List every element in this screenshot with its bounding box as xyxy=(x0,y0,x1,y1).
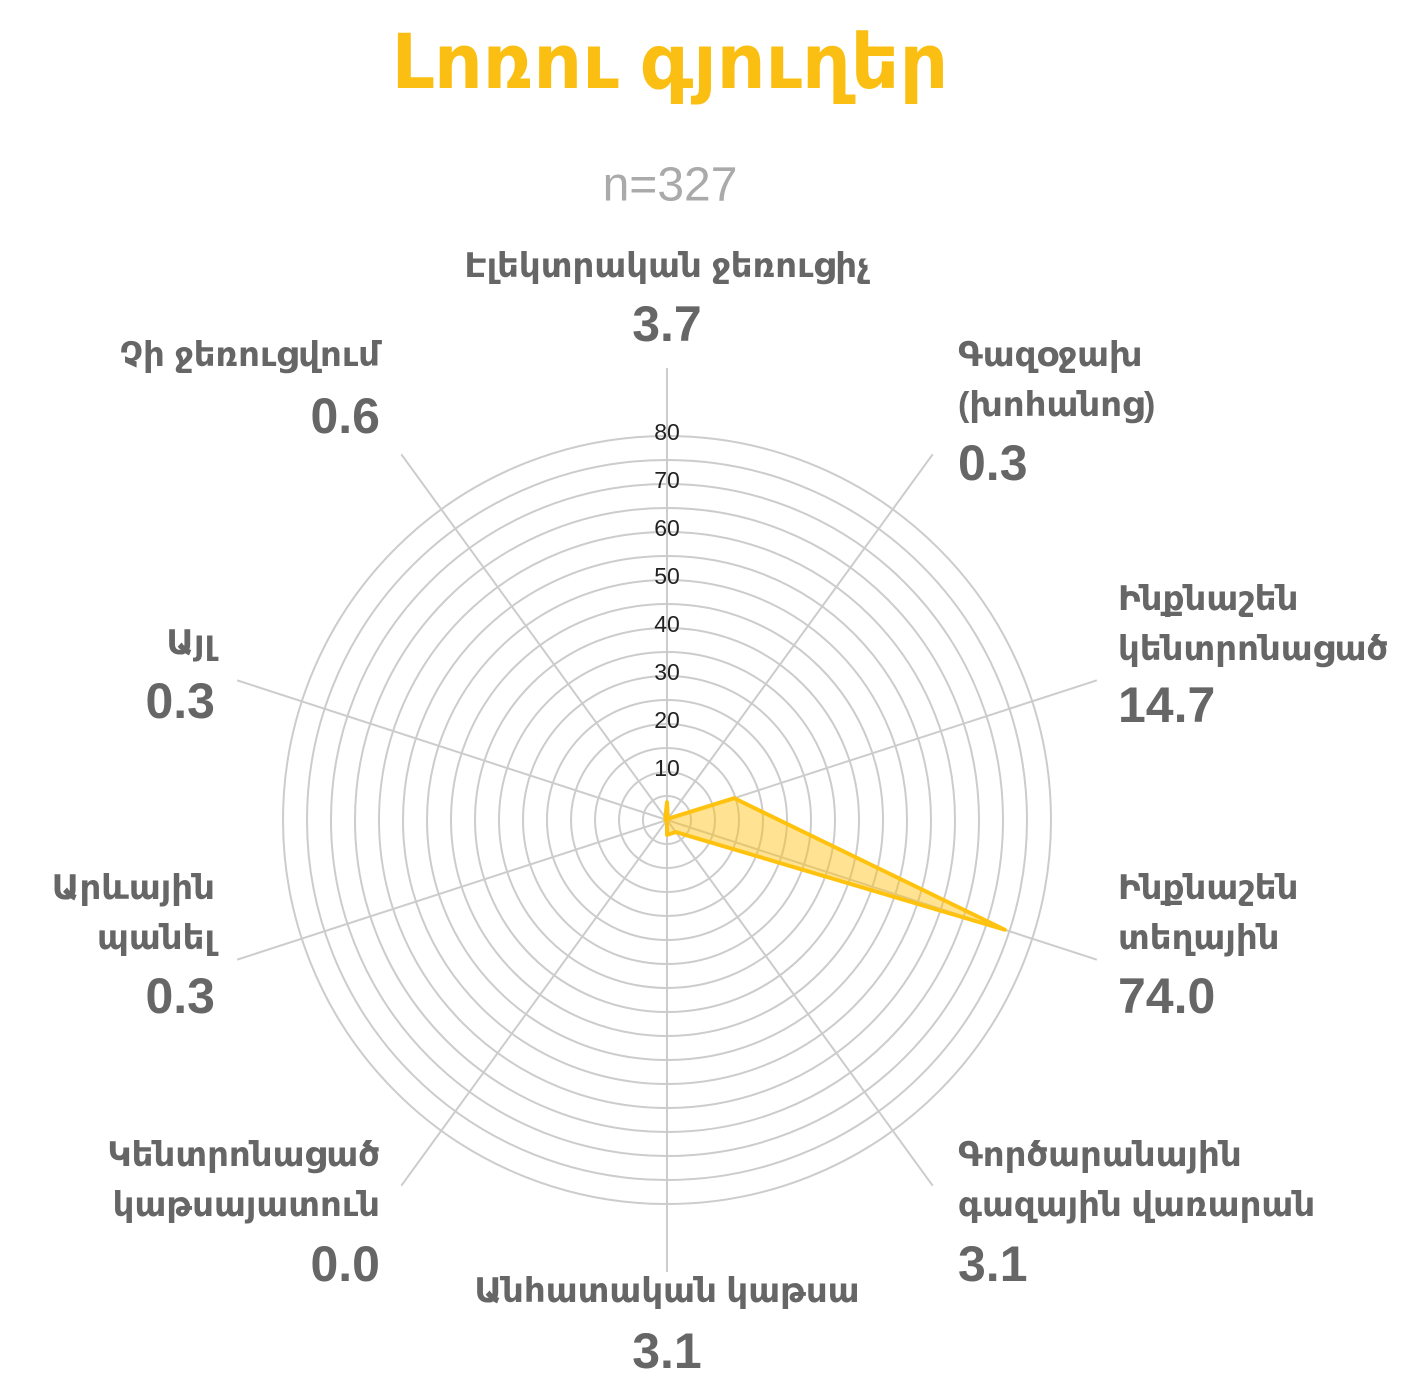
value-label: 0.0 xyxy=(310,1236,380,1292)
spoke xyxy=(666,679,1098,821)
radar-area xyxy=(663,796,1007,932)
value-label: 3.7 xyxy=(632,296,702,352)
value-label: 0.3 xyxy=(145,673,215,729)
r-tick-label: 30 xyxy=(654,659,680,685)
category-label: Արևային xyxy=(52,869,215,907)
spoke xyxy=(666,819,934,1187)
spoke xyxy=(400,819,668,1187)
chart-title: Լոռու գյուղեր xyxy=(392,20,949,105)
r-tick-label: 70 xyxy=(654,467,680,493)
value-label: 3.1 xyxy=(632,1323,702,1379)
value-label: 0.6 xyxy=(310,388,380,444)
r-tick-label: 60 xyxy=(654,515,680,541)
value-label: 14.7 xyxy=(1118,677,1215,733)
r-tick-label: 80 xyxy=(654,419,680,445)
chart-subtitle: n=327 xyxy=(603,159,738,212)
spoke xyxy=(236,679,668,821)
spoke xyxy=(666,819,1098,961)
category-label: Կենտրոնացած xyxy=(107,1136,380,1174)
value-label: 0.3 xyxy=(145,968,215,1024)
category-label: Այլ xyxy=(166,624,218,662)
category-label: պանել xyxy=(97,919,218,957)
category-label: կաթսայատուն xyxy=(113,1186,380,1224)
category-label: (խոհանոց) xyxy=(958,386,1155,424)
category-label: տեղային xyxy=(1118,919,1280,957)
category-label: Գործարանային xyxy=(958,1136,1242,1174)
spoke xyxy=(666,453,934,821)
category-label: Էլեկտրական ջեռուցիչ xyxy=(464,247,870,285)
category-label: Ինքնաշեն xyxy=(1118,869,1298,907)
value-label: 3.1 xyxy=(958,1236,1028,1292)
value-label: 74.0 xyxy=(1118,968,1215,1024)
category-label: կենտրոնացած xyxy=(1118,630,1388,668)
r-tick-label: 10 xyxy=(654,755,680,781)
category-label: Չի ջեռուցվում xyxy=(120,336,382,374)
spoke xyxy=(400,453,668,821)
category-label: Ինքնաշեն xyxy=(1118,580,1298,618)
spoke xyxy=(236,819,668,961)
category-label: Գազօջախ xyxy=(958,336,1142,374)
r-tick-label: 20 xyxy=(654,707,680,733)
r-tick-label: 40 xyxy=(654,611,680,637)
category-label: գազային վառարան xyxy=(958,1186,1315,1224)
r-tick-label: 50 xyxy=(654,563,680,589)
value-label: 0.3 xyxy=(958,435,1028,491)
category-label: Անհատական կաթսա xyxy=(474,1272,859,1310)
